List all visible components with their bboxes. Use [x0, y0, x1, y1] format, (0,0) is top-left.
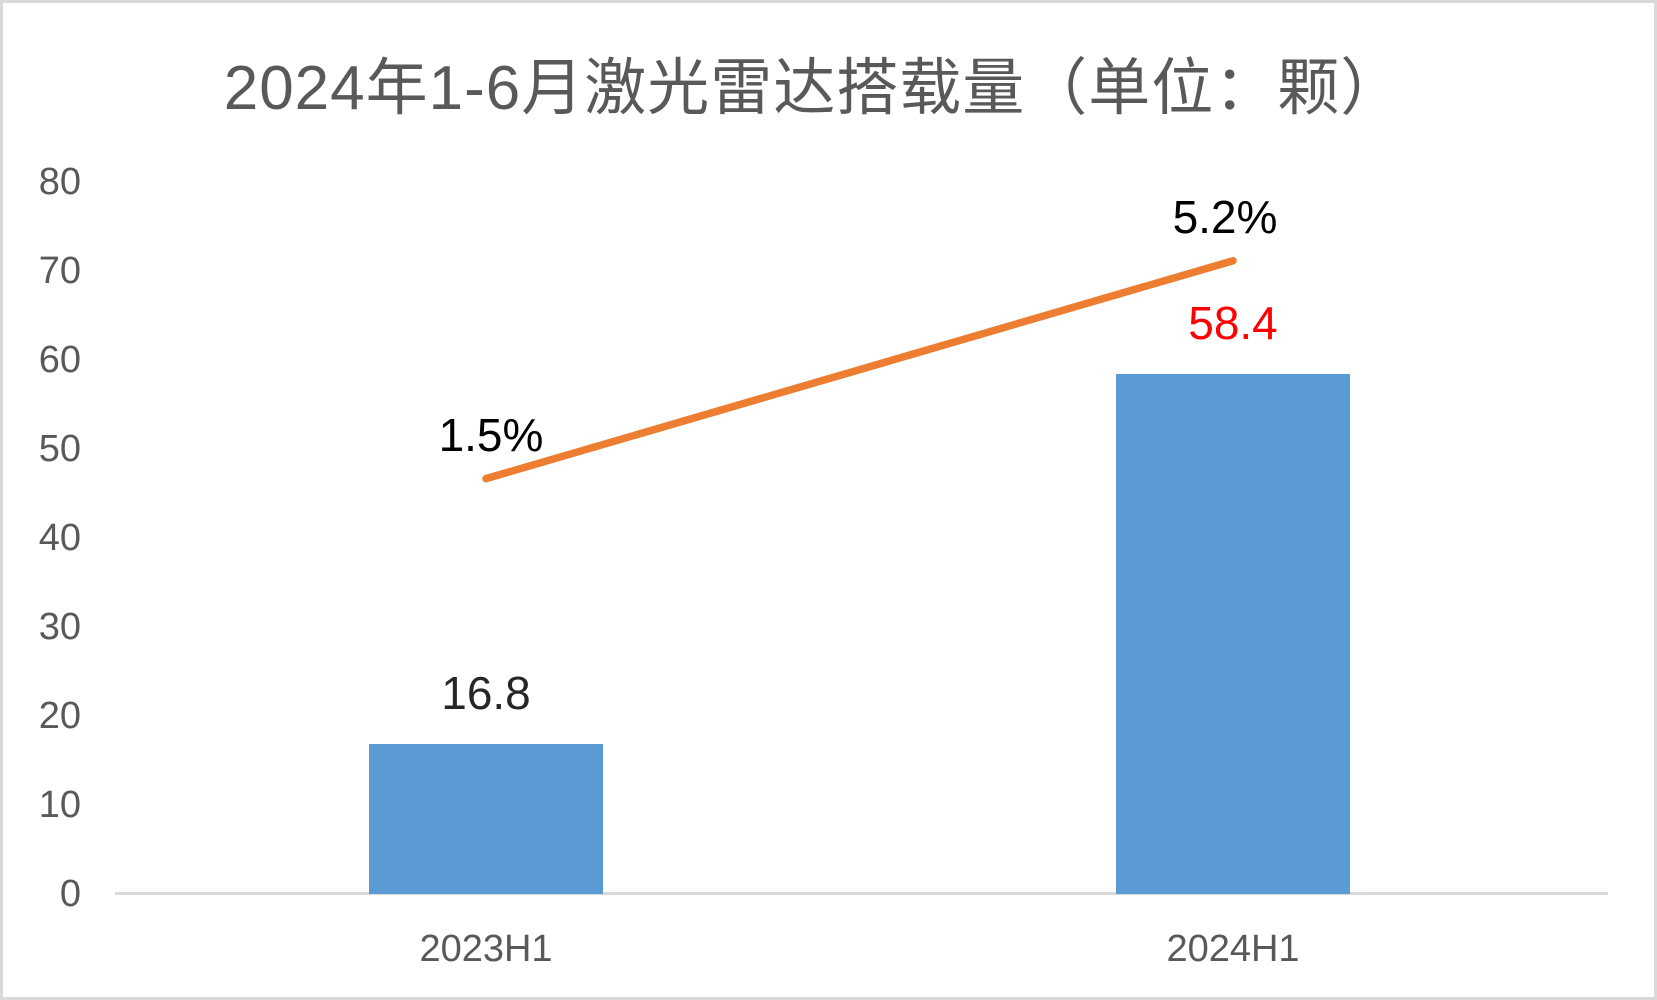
- chart-title: 2024年1-6月激光雷达搭载量（单位：颗）: [223, 54, 1404, 123]
- percent-label: 5.2%: [1172, 190, 1278, 243]
- y-axis-tick-label: 0: [59, 873, 81, 915]
- category-label: 2024H1: [1166, 928, 1300, 970]
- bar-value-label: 16.8: [441, 667, 531, 720]
- bar-value-label: 58.4: [1188, 297, 1278, 350]
- y-axis-tick-label: 10: [38, 784, 81, 826]
- x-axis-line: [115, 892, 1608, 895]
- y-axis-tick-label: 30: [38, 606, 81, 648]
- y-axis-tick-label: 40: [38, 517, 81, 559]
- y-axis-tick-label: 70: [38, 250, 81, 292]
- y-axis-tick-label: 20: [38, 695, 81, 737]
- bar-2024H1: [1116, 374, 1350, 894]
- y-axis-tick-label: 60: [38, 339, 81, 381]
- bar-2023H1: [369, 744, 603, 894]
- growth-trend-line: [482, 256, 1237, 483]
- y-axis-tick-label: 50: [38, 428, 81, 470]
- category-label: 2023H1: [419, 928, 553, 970]
- percent-label: 1.5%: [438, 408, 544, 461]
- y-axis-tick-label: 80: [38, 161, 81, 203]
